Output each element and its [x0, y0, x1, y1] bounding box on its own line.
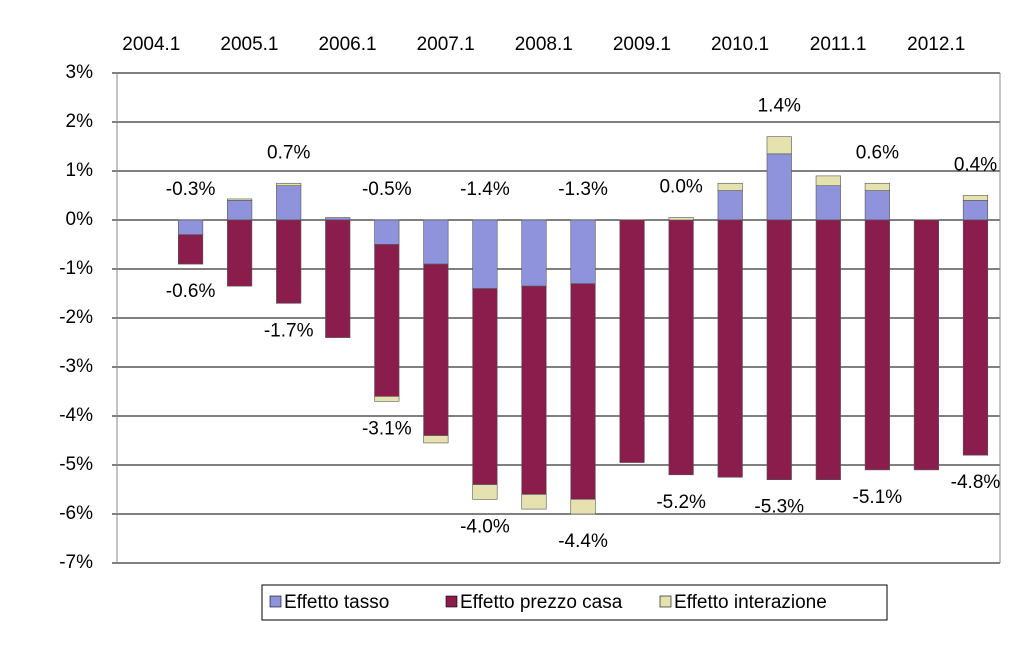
bar-segment	[374, 219, 400, 245]
y-tick-label: -4%	[59, 405, 93, 426]
bar-segment	[962, 195, 989, 201]
bar-segment	[815, 185, 841, 221]
bar-segment	[276, 182, 302, 186]
legend-swatch	[445, 595, 458, 608]
bar-segment	[815, 175, 841, 186]
bar-segment	[423, 219, 449, 265]
bar-segment	[815, 219, 841, 481]
value-label: -1.7%	[264, 320, 314, 341]
bar-segment	[325, 219, 351, 338]
bar-segment	[962, 219, 989, 456]
bar-segment	[717, 219, 743, 478]
bar-segment	[521, 494, 547, 510]
bar-segment	[521, 219, 547, 287]
bar-segment	[178, 234, 204, 265]
bar-segment	[864, 190, 890, 221]
value-label: -0.5%	[362, 179, 412, 200]
value-label: -4.4%	[558, 531, 608, 552]
value-label: 0.7%	[267, 142, 310, 163]
bar-segment	[472, 288, 498, 485]
bar-segment	[276, 219, 302, 304]
value-label: 1.4%	[758, 96, 801, 117]
value-label: -4.8%	[951, 472, 1001, 493]
bar-segment	[423, 435, 449, 444]
x-tick-label: 2008.1	[515, 34, 573, 55]
bar-segment	[472, 219, 498, 289]
bar-segment	[962, 200, 989, 221]
y-tick-label: 3%	[66, 62, 94, 83]
x-tick-label: 2004.1	[122, 34, 180, 55]
y-tick-label: -6%	[59, 503, 93, 524]
y-tick-label: 2%	[66, 111, 94, 132]
bar-segment	[227, 219, 253, 287]
value-label: -1.3%	[558, 179, 608, 200]
value-label: -4.0%	[460, 516, 510, 537]
legend-label: Effetto interazione	[674, 592, 827, 613]
x-tick-label: 2005.1	[220, 34, 278, 55]
y-tick-label: -1%	[59, 258, 93, 279]
bar-segment	[570, 498, 596, 515]
y-tick-label: -7%	[59, 552, 93, 573]
x-tick-label: 2006.1	[318, 34, 376, 55]
legend-label: Effetto tasso	[284, 592, 389, 613]
bar-segment	[325, 217, 351, 221]
bar-segment	[864, 182, 890, 191]
legend-swatch	[269, 595, 282, 608]
x-tick-label: 2009.1	[613, 34, 671, 55]
legend-box	[261, 584, 888, 621]
value-label: -5.3%	[754, 497, 804, 518]
value-label: -1.4%	[460, 179, 510, 200]
bar-segment	[374, 396, 400, 402]
bar-segment	[472, 484, 498, 500]
bar-segment	[276, 185, 302, 221]
y-tick-label: -5%	[59, 454, 93, 475]
bar-segment	[570, 219, 596, 285]
bar-segment	[227, 200, 253, 221]
x-tick-label: 2010.1	[711, 34, 769, 55]
bar-segment	[668, 219, 694, 476]
bar-segment	[521, 285, 547, 495]
x-tick-label: 2012.1	[907, 34, 965, 55]
bar-segment	[619, 219, 645, 463]
bar-segment	[423, 263, 449, 436]
value-label: -5.2%	[656, 492, 706, 513]
y-tick-label: -2%	[59, 307, 93, 328]
bar-segment	[668, 217, 694, 221]
bar-segment	[570, 283, 596, 500]
x-tick-label: 2011.1	[810, 34, 867, 55]
bar-segment	[766, 219, 792, 481]
y-tick-label: 0%	[66, 209, 94, 230]
value-label: 0.4%	[954, 155, 997, 176]
bar-segment	[766, 153, 792, 221]
legend-label: Effetto prezzo casa	[460, 592, 623, 613]
bar-segment	[227, 198, 253, 201]
y-tick-label: -3%	[59, 356, 93, 377]
bar-segment	[374, 244, 400, 397]
bar-segment	[766, 136, 792, 155]
bar-segment	[864, 219, 890, 471]
value-label: -0.6%	[166, 281, 216, 302]
value-label: -5.1%	[853, 487, 903, 508]
legend-swatch	[659, 595, 672, 608]
bar-segment	[178, 219, 204, 235]
bar-segment	[913, 219, 939, 471]
value-label: -3.1%	[362, 418, 412, 439]
bar-segment	[717, 182, 743, 191]
y-tick-label: 1%	[66, 160, 94, 181]
value-label: 0.6%	[856, 142, 899, 163]
value-label: 0.0%	[659, 177, 702, 198]
bar-segment	[717, 190, 743, 221]
x-tick-label: 2007.1	[417, 34, 475, 55]
value-label: -0.3%	[166, 179, 216, 200]
